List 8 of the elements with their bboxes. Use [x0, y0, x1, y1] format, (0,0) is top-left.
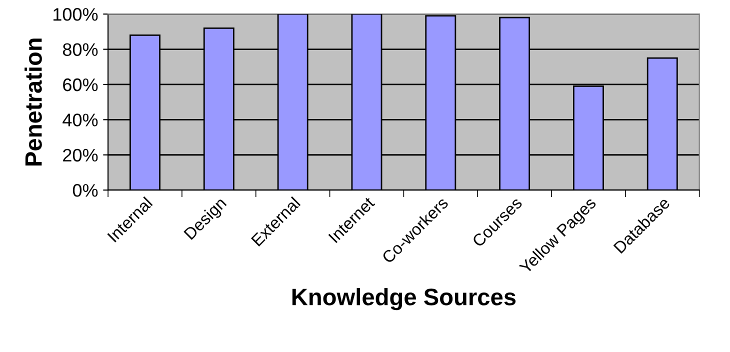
y-tick-label: 100%	[54, 8, 98, 21]
x-axis-title: Knowledge Sources	[292, 288, 516, 310]
y-axis-title: Penetration	[24, 38, 42, 166]
y-tick-label: 0%	[72, 184, 98, 197]
y-tick-label: 20%	[63, 148, 98, 162]
y-tick-label: 40%	[62, 114, 98, 126]
y-tick-label: 60%	[63, 78, 98, 92]
y-tick-label: 80%	[62, 43, 98, 56]
